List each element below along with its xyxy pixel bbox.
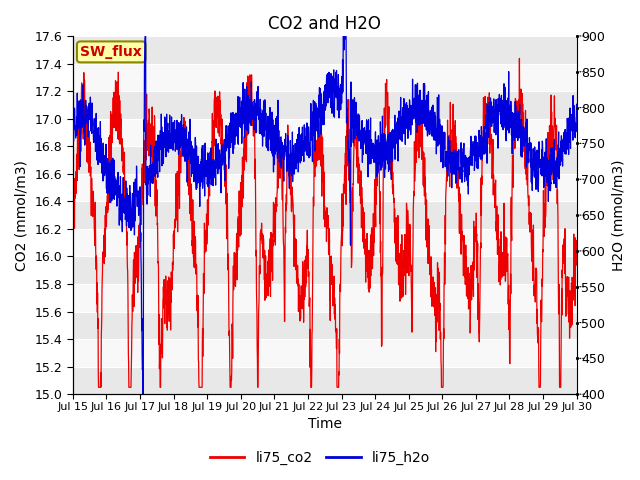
Legend: li75_co2, li75_h2o: li75_co2, li75_h2o — [204, 445, 436, 471]
Bar — [73, 201, 577, 229]
Bar — [73, 339, 577, 367]
Bar — [73, 174, 577, 201]
X-axis label: Time: Time — [308, 418, 342, 432]
Title: CO2 and H2O: CO2 and H2O — [268, 15, 381, 33]
Y-axis label: H2O (mmol/m3): H2O (mmol/m3) — [611, 159, 625, 271]
Bar — [73, 312, 577, 339]
Y-axis label: CO2 (mmol/m3): CO2 (mmol/m3) — [15, 160, 29, 271]
Text: SW_flux: SW_flux — [81, 45, 142, 59]
Bar — [73, 63, 577, 91]
Bar — [73, 284, 577, 312]
Bar — [73, 91, 577, 119]
Bar — [73, 119, 577, 146]
Bar — [73, 36, 577, 63]
Bar — [73, 146, 577, 174]
Bar — [73, 229, 577, 256]
Bar — [73, 367, 577, 394]
Bar — [73, 256, 577, 284]
